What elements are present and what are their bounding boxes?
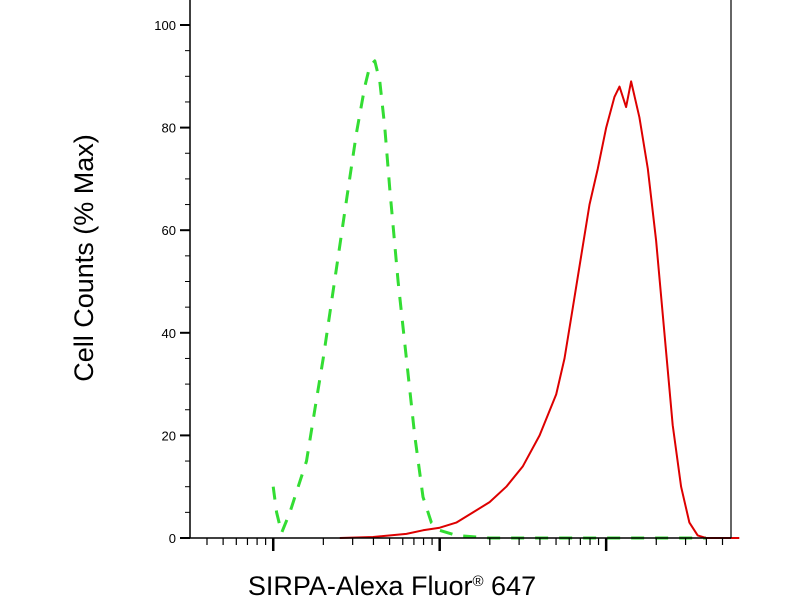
x-axis-title-suffix: 647	[484, 571, 537, 600]
y-axis: 0 20 40 60 80 100	[154, 0, 191, 546]
y-tick-label: 0	[169, 531, 176, 546]
y-tick-label: 60	[162, 223, 176, 238]
plot-area	[190, 0, 731, 538]
y-axis-title: Cell Counts (% Max)	[69, 134, 99, 382]
x-axis-title-main: SIRPA-Alexa Fluor	[248, 571, 473, 600]
y-tick-label: 80	[162, 121, 176, 136]
series-line-2	[339, 80, 740, 539]
x-axis-title-registered-mark: ®	[472, 573, 483, 590]
y-tick-label: 100	[154, 18, 176, 33]
y-tick-label: 20	[162, 428, 176, 443]
x-axis	[190, 537, 731, 551]
y-tick-label: 40	[162, 326, 176, 341]
x-axis-title: SIRPA-Alexa Fluor® 647	[248, 571, 536, 600]
series-layer	[271, 59, 740, 540]
